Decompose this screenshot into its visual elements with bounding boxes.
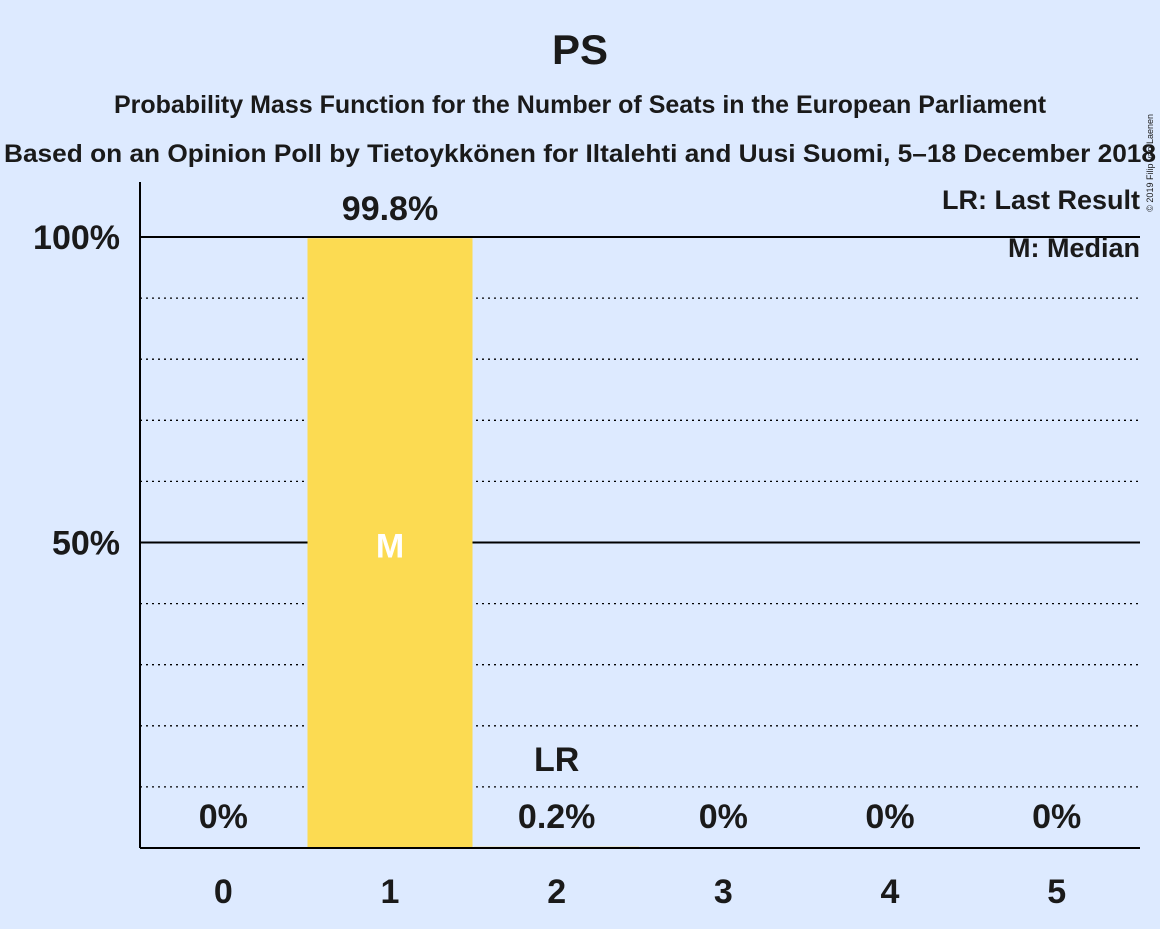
data-label: 0% <box>865 798 914 836</box>
data-label: 0.2% <box>518 798 596 836</box>
y-tick-label: 100% <box>33 219 120 257</box>
data-label: 0% <box>1032 798 1081 836</box>
y-tick-label: 50% <box>52 525 120 563</box>
legend-entry: LR: Last Result <box>942 185 1140 215</box>
chart-subtitle-2: Based on an Opinion Poll by Tietoykkönen… <box>4 140 1156 168</box>
x-tick-label: 3 <box>714 873 733 911</box>
last-result-marker: LR <box>534 741 579 779</box>
bar <box>307 238 473 849</box>
legend-entry: M: Median <box>1008 233 1140 263</box>
chart-title: PS <box>552 26 608 73</box>
x-tick-label: 4 <box>881 873 900 911</box>
x-tick-label: 5 <box>1047 873 1066 911</box>
median-marker: M <box>376 528 404 566</box>
data-label: 0% <box>199 798 248 836</box>
copyright-notice: © 2019 Filip van Laenen <box>1145 114 1155 212</box>
x-tick-label: 0 <box>214 873 233 911</box>
chart-subtitle: Probability Mass Function for the Number… <box>114 91 1047 119</box>
x-tick-label: 2 <box>547 873 566 911</box>
data-label: 99.8% <box>342 190 438 228</box>
x-tick-label: 1 <box>381 873 400 911</box>
data-label: 0% <box>699 798 748 836</box>
